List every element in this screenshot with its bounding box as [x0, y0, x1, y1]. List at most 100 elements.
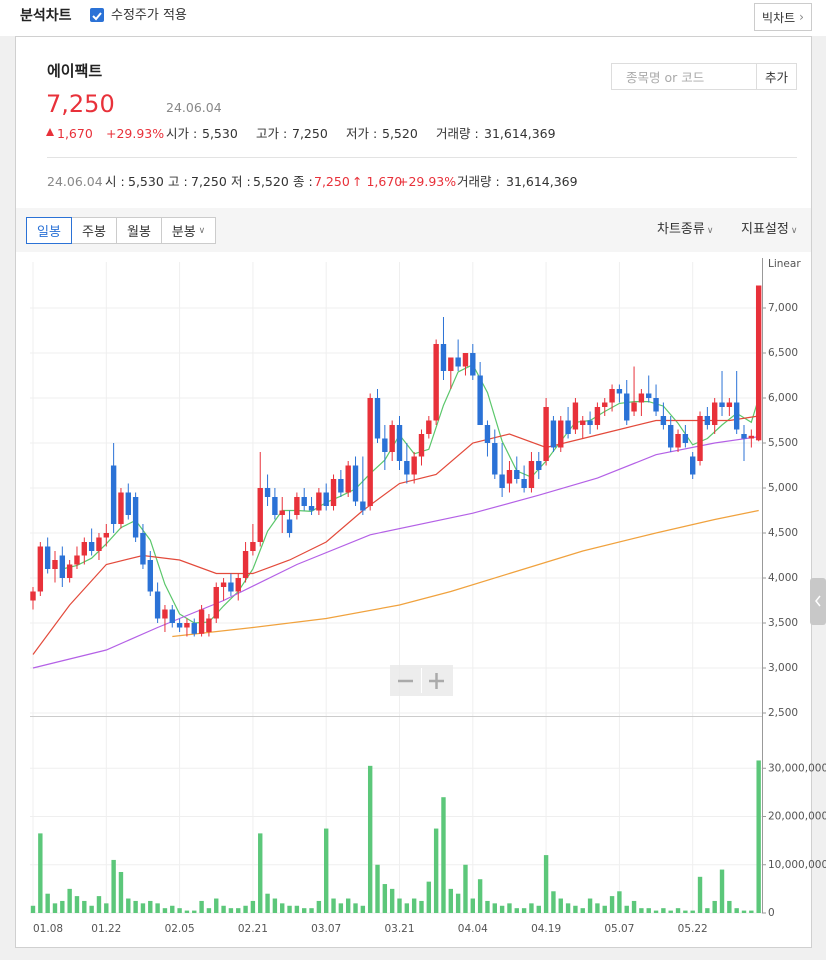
volume-bar: [96, 896, 102, 913]
volume-bar: [536, 905, 541, 913]
candle-body: [345, 465, 351, 493]
candle-body: [616, 389, 623, 394]
candle-body: [462, 353, 469, 367]
volume-bar: [624, 905, 629, 913]
chart-type-menu[interactable]: 차트종류 ∨: [657, 223, 713, 236]
candle-body: [668, 425, 674, 448]
up-arrow: [46, 128, 54, 136]
moving-average-line: [32, 415, 759, 655]
checkbox[interactable]: [90, 8, 104, 22]
x-tick-label: 05.07: [604, 923, 634, 935]
tab-label: 주봉: [82, 225, 106, 240]
candle-body: [609, 389, 615, 403]
tab-monthly[interactable]: 월봉: [116, 217, 162, 244]
candle-body: [360, 501, 366, 511]
candle-body: [81, 542, 88, 556]
tab-daily[interactable]: 일봉: [26, 217, 72, 244]
volume-bar: [324, 828, 329, 913]
y2-tick-label: 20,000,000: [768, 811, 826, 823]
candle-body: [220, 582, 227, 587]
volume-bar: [697, 876, 703, 913]
price: 7,250: [46, 90, 115, 118]
volume-bar: [236, 908, 241, 913]
indicator-menu[interactable]: 지표설정 ∨: [741, 223, 797, 236]
volume-bar: [514, 908, 519, 913]
volume-bar: [661, 908, 666, 913]
volume-bar: [331, 898, 336, 913]
tab-label: 월봉: [127, 225, 151, 240]
candle-body: [191, 623, 197, 634]
volume-bar: [38, 833, 43, 913]
volume-bar: [734, 908, 739, 913]
volume-bar: [470, 898, 475, 913]
candle-body: [741, 434, 747, 439]
volume-bar: [441, 797, 446, 913]
change-pct: +29.93%: [106, 126, 165, 141]
big-chart-button[interactable]: 빅차트 ›: [754, 3, 812, 31]
candle-body: [257, 488, 263, 542]
candle-body: [411, 456, 417, 475]
candle-body: [323, 492, 329, 506]
side-handle[interactable]: [810, 578, 826, 625]
volume-bar: [345, 898, 351, 913]
top-bar: [0, 0, 826, 36]
volume-bar: [272, 898, 278, 913]
moving-average-line: [32, 436, 759, 669]
candle-body: [118, 492, 124, 524]
volume-bar: [690, 910, 695, 913]
tab-minute[interactable]: 분봉 ∨: [161, 217, 216, 244]
volume-bar: [749, 910, 754, 913]
volume-bar: [111, 859, 116, 913]
big-chart-label: 빅차트: [762, 10, 796, 25]
volume-bar: [148, 900, 153, 913]
chevron: ›: [799, 10, 804, 24]
volume-bar: [705, 908, 710, 913]
summary-close-label: 종 :: [293, 174, 313, 189]
volume-bar: [302, 908, 307, 913]
candle-body: [594, 407, 601, 425]
volume-bar: [485, 900, 490, 913]
candle-body: [235, 578, 241, 592]
volume-bar: [646, 908, 651, 913]
candle-body: [631, 402, 637, 412]
summary-change: ↑ 1,670: [352, 174, 403, 189]
y-tick-label: 6,500: [768, 347, 798, 359]
candle-body: [169, 609, 175, 623]
candle-body: [308, 506, 315, 511]
high-label: 고가 :: [256, 126, 288, 141]
volume-bar: [411, 898, 417, 913]
volume-bar: [507, 903, 512, 913]
candle-body: [748, 435, 755, 439]
volume-bar: [617, 891, 622, 913]
candle-body: [506, 470, 513, 484]
volume-bar: [89, 905, 94, 913]
y2-tick-label: 0: [768, 907, 775, 919]
volume-bar: [587, 898, 593, 913]
candle-body: [755, 285, 762, 441]
candle-body: [382, 438, 388, 452]
candle-body: [587, 420, 593, 425]
candle-body: [103, 533, 109, 538]
add-button[interactable]: 추가: [756, 63, 797, 90]
volume-bar: [280, 903, 285, 913]
candle-body: [286, 519, 293, 533]
volume-bar: [228, 908, 234, 913]
high-value: 7,250: [292, 126, 328, 141]
candle-body: [660, 416, 667, 425]
candle-body: [492, 443, 498, 475]
candle-body: [638, 393, 645, 403]
volume-bar: [74, 896, 80, 913]
candle-body: [733, 402, 740, 430]
search-input[interactable]: 종목명 or 코드: [611, 63, 757, 90]
candle-body: [580, 420, 586, 425]
y-tick-label: 3,000: [768, 662, 798, 674]
summary-low: 5,520: [253, 174, 289, 189]
tab-weekly[interactable]: 주봉: [71, 217, 117, 244]
candle-body: [330, 479, 337, 506]
candle-body: [572, 402, 579, 430]
menu-label: 차트종류: [657, 222, 705, 237]
candle-body: [624, 393, 630, 421]
x-tick-label: 03.21: [384, 923, 414, 935]
volume-bar: [521, 908, 527, 913]
volume-bar: [675, 908, 681, 913]
